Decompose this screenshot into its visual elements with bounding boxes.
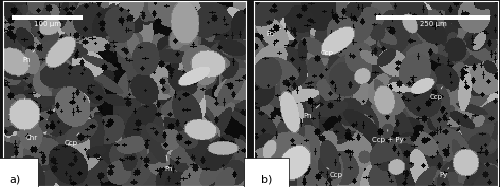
Text: Chr: Chr bbox=[26, 132, 46, 141]
Text: Pn: Pn bbox=[164, 156, 172, 172]
FancyBboxPatch shape bbox=[376, 15, 490, 20]
Text: Ccp: Ccp bbox=[327, 168, 343, 178]
Text: 250 μm: 250 μm bbox=[420, 21, 446, 27]
Text: Ccp: Ccp bbox=[64, 133, 79, 146]
Text: Po: Po bbox=[266, 28, 280, 37]
Text: Ccp: Ccp bbox=[320, 44, 334, 56]
Text: Pn: Pn bbox=[303, 105, 320, 119]
Text: Ccp + Py: Ccp + Py bbox=[372, 130, 404, 143]
Text: a): a) bbox=[10, 175, 21, 185]
Text: Pn: Pn bbox=[22, 49, 35, 63]
Text: 100 μm: 100 μm bbox=[34, 21, 61, 27]
Text: Ccp: Ccp bbox=[430, 87, 443, 100]
Text: Py: Py bbox=[440, 168, 448, 178]
Text: b): b) bbox=[261, 175, 272, 185]
FancyBboxPatch shape bbox=[12, 15, 83, 20]
